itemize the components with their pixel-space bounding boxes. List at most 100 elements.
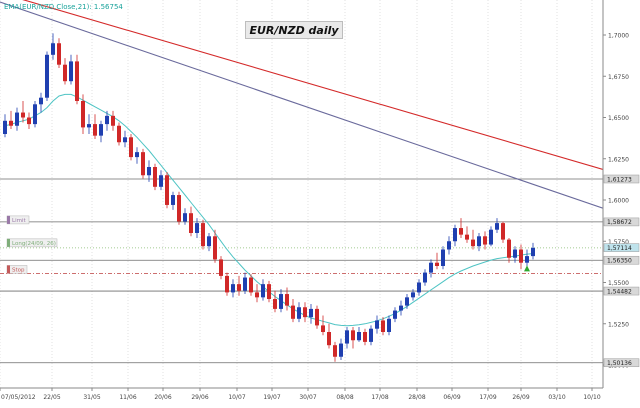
candle-body xyxy=(225,275,229,293)
candle xyxy=(303,302,307,323)
candle-body xyxy=(315,308,319,326)
date-tick-label: 10/07 xyxy=(228,394,245,401)
date-tick-label: 10/10 xyxy=(583,394,600,401)
candle-body xyxy=(465,234,469,240)
candle xyxy=(105,110,109,131)
candle xyxy=(375,315,379,334)
candle-body xyxy=(93,124,97,136)
candle xyxy=(513,246,517,263)
candle-body xyxy=(117,125,121,143)
price-badge-box xyxy=(603,217,640,227)
indicator-label: EMA(EUR/NZD,Close,21): 1.56754 xyxy=(4,3,123,11)
candle xyxy=(147,160,151,182)
candle xyxy=(309,303,313,324)
candle xyxy=(237,275,241,296)
candle-body xyxy=(57,43,61,65)
trendline xyxy=(0,1,603,209)
candle xyxy=(3,114,7,138)
date-tick-label: 07/05/2012 xyxy=(1,394,36,401)
candle-body xyxy=(273,299,277,309)
candle-body xyxy=(303,307,307,318)
candle-body xyxy=(441,249,445,266)
candle-body xyxy=(297,307,301,319)
price-badge-box xyxy=(603,358,640,368)
candle xyxy=(81,94,85,134)
candle-body xyxy=(285,294,289,306)
candle-body xyxy=(453,228,457,242)
annotation-marker xyxy=(7,215,10,224)
price-tick-label: 1,6750 xyxy=(608,74,629,81)
candle xyxy=(225,272,229,296)
annotations: Limit Long(24/09, 26) Stop xyxy=(6,215,58,274)
date-tick-label: 17/08 xyxy=(371,394,388,401)
candle xyxy=(423,269,427,286)
candle-body xyxy=(237,284,241,291)
candle xyxy=(321,315,325,336)
candle xyxy=(339,338,343,361)
candle xyxy=(465,226,469,243)
candle xyxy=(369,325,373,346)
markers xyxy=(524,265,530,272)
candle-body xyxy=(189,213,193,233)
candle-body xyxy=(333,345,337,357)
candle-body xyxy=(279,294,283,309)
candle-body xyxy=(105,115,109,125)
candle-body xyxy=(153,167,157,187)
candle xyxy=(483,231,487,250)
candle xyxy=(255,284,259,303)
date-tick-label: 19/07 xyxy=(263,394,280,401)
candle-body xyxy=(369,328,373,342)
candle-body xyxy=(357,332,361,341)
candle-body xyxy=(15,112,19,126)
price-tick-label: 1,6500 xyxy=(608,115,629,122)
trendline xyxy=(22,0,603,171)
candle-body xyxy=(147,167,151,176)
candle-body xyxy=(513,249,517,258)
candle-body xyxy=(33,104,37,125)
candle xyxy=(183,208,187,225)
candle-body xyxy=(27,117,31,125)
candle xyxy=(291,299,295,323)
candle xyxy=(87,114,91,134)
price-badge: 1,57114 xyxy=(603,243,640,252)
candle-body xyxy=(63,64,67,82)
candle xyxy=(459,218,463,238)
candle xyxy=(507,237,511,263)
trendlines xyxy=(0,0,603,209)
candle-body xyxy=(135,152,139,158)
candle xyxy=(327,323,331,349)
candle-body xyxy=(249,277,253,293)
price-badge-label: 1,58672 xyxy=(607,219,632,226)
candle xyxy=(363,328,367,346)
candle-body xyxy=(489,229,493,245)
candle-body xyxy=(327,332,331,346)
price-tick-label: 1,7000 xyxy=(608,33,629,40)
candle xyxy=(39,92,43,113)
candle xyxy=(399,300,403,316)
candle xyxy=(243,272,247,295)
candle xyxy=(519,244,523,270)
candle xyxy=(411,289,415,301)
candle xyxy=(285,287,289,311)
annotation-label: Stop xyxy=(12,268,25,274)
chart-title-box: EUR/NZD daily xyxy=(245,21,343,39)
price-badge: 1,54482 xyxy=(603,286,640,295)
candle xyxy=(63,58,67,85)
price-tick-label: 1,5500 xyxy=(608,280,629,287)
date-tick-label: 28/08 xyxy=(408,394,425,401)
candle-body xyxy=(423,272,427,283)
candle-body xyxy=(165,175,169,205)
candle-body xyxy=(261,284,265,298)
candle xyxy=(21,101,25,123)
candle-body xyxy=(495,223,499,230)
candle-body xyxy=(51,43,55,55)
candle-body xyxy=(141,152,145,176)
price-badge: 1,58672 xyxy=(603,217,640,227)
candle xyxy=(213,229,217,263)
candle-body xyxy=(129,137,133,158)
candle xyxy=(51,33,55,60)
candle xyxy=(417,279,421,296)
candle xyxy=(429,259,433,278)
